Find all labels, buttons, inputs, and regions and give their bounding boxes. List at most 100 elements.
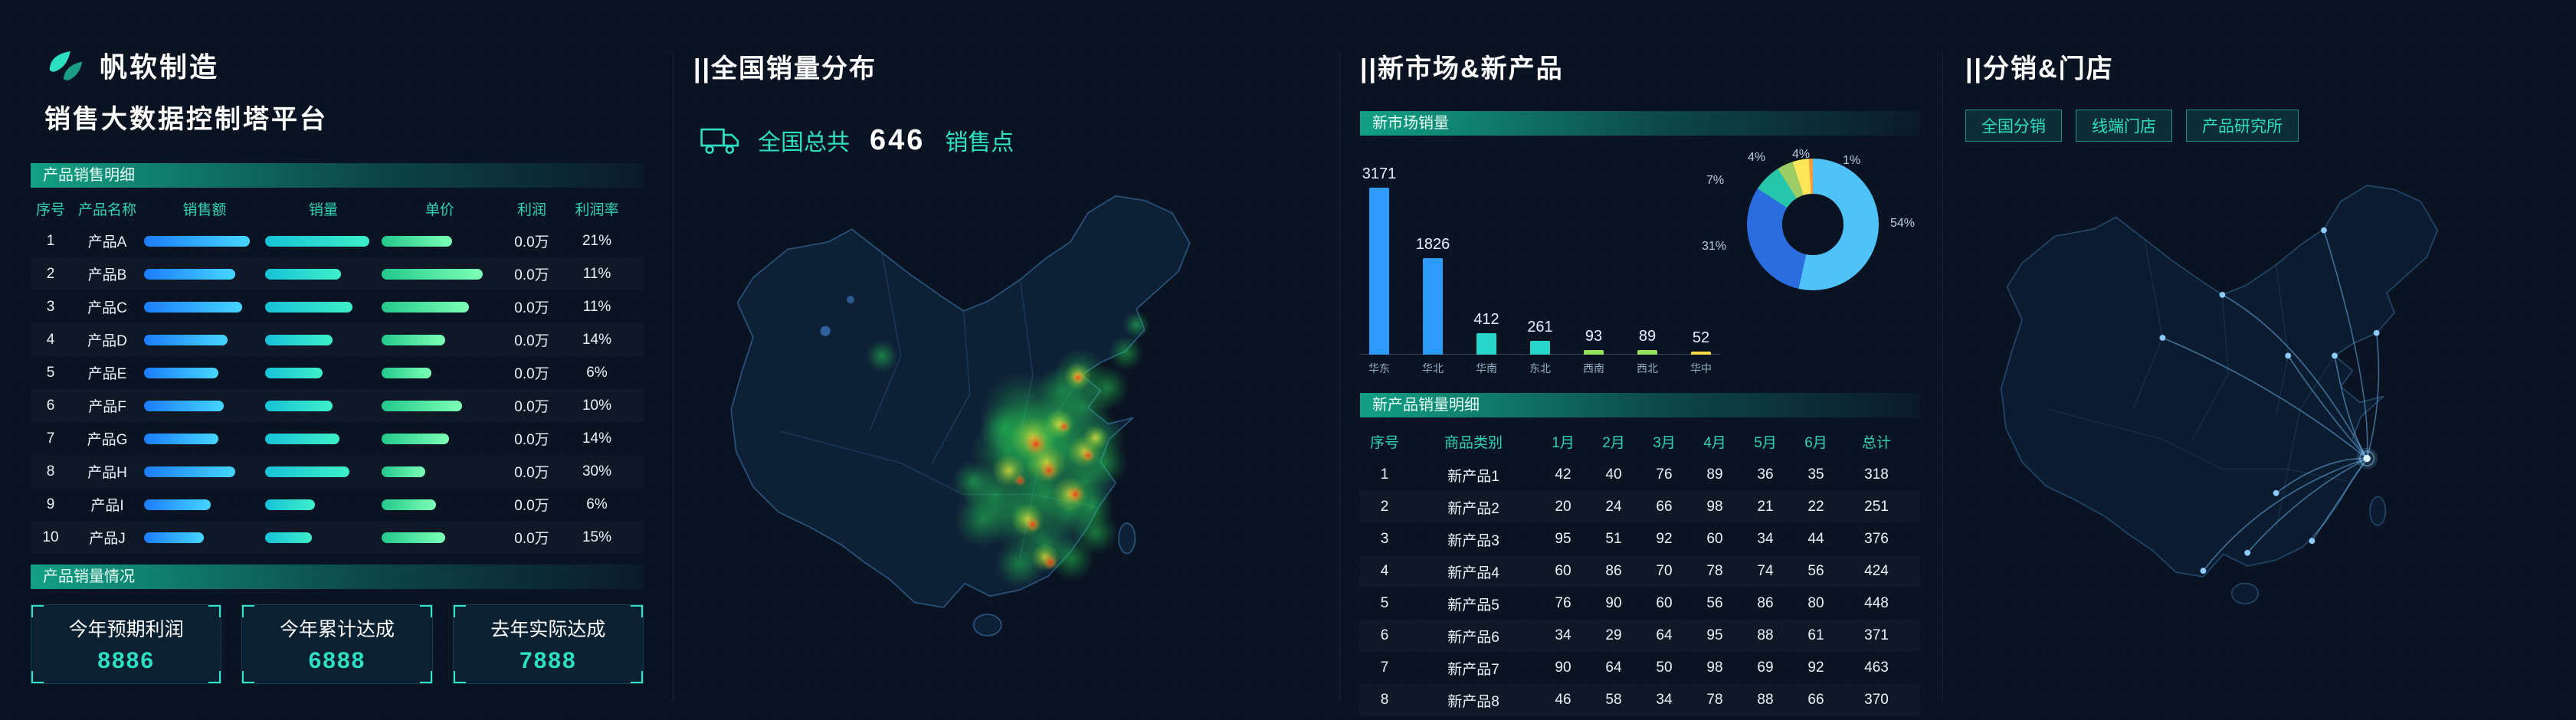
- stat-value: 646: [870, 123, 926, 156]
- profit-value: 0.0万: [514, 234, 549, 250]
- bar-group[interactable]: 3171 华东: [1362, 148, 1397, 378]
- product-name: 产品C: [87, 300, 127, 316]
- table-cell: 60: [1555, 563, 1571, 579]
- product-name: 产品I: [90, 498, 124, 514]
- row-index: 2: [46, 265, 55, 282]
- volume-bar-cell: [265, 532, 382, 543]
- sales-bar: [144, 367, 218, 378]
- leaf-logo-icon: [44, 44, 86, 86]
- table-row: 7 产品G 0.0万 14%: [31, 422, 644, 455]
- bar-group[interactable]: 1826 华北: [1416, 148, 1450, 378]
- price-bar: [382, 466, 426, 477]
- volume-bar: [265, 433, 339, 444]
- china-flowmap[interactable]: [1965, 159, 2563, 637]
- bar-value-label: 89: [1638, 328, 1657, 345]
- table-cell: 64: [1605, 659, 1622, 676]
- price-bar: [382, 532, 445, 543]
- market-donut-chart[interactable]: [1747, 159, 1879, 290]
- bar-group[interactable]: 52 华中: [1686, 148, 1716, 378]
- price-bar: [382, 400, 462, 411]
- pie-percent-label: 31%: [1702, 240, 1727, 253]
- truck-icon: [700, 123, 742, 157]
- table-cell: 60: [1656, 595, 1673, 611]
- bar[interactable]: [1476, 333, 1496, 355]
- col-header: 单价: [424, 201, 454, 218]
- panel-title: ||全国销量分布: [693, 54, 877, 83]
- bar-value-label: 261: [1527, 319, 1553, 335]
- bar[interactable]: [1423, 258, 1443, 355]
- sales-bar: [144, 400, 224, 411]
- table-cell: 34: [1656, 692, 1673, 708]
- table-cell: 76: [1555, 595, 1571, 611]
- market-bar-chart[interactable]: 3171 华东 1826 华北 412 华南 261 东北 93 西南 89 西北 52 华中: [1362, 148, 1723, 378]
- col-header: 产品名称: [77, 201, 136, 218]
- table-cell: 60: [1706, 531, 1723, 547]
- tab-1[interactable]: 全国分销: [1965, 110, 2062, 142]
- sales-bar: [144, 268, 236, 280]
- price-bar-cell: [382, 499, 498, 510]
- bar[interactable]: [1691, 352, 1711, 355]
- row-index: 8: [46, 463, 55, 479]
- bar[interactable]: [1530, 341, 1550, 355]
- bar-group[interactable]: 261 东北: [1526, 148, 1555, 378]
- table-row: 7 新产品7 90 64 50 98 69 92 463: [1360, 652, 1919, 684]
- bar-group[interactable]: 412 华南: [1472, 148, 1501, 378]
- section-header-newproduct: 新产品销量明细: [1360, 393, 1919, 417]
- heatmap-layer: [820, 296, 1151, 589]
- table-cell: 66: [1807, 692, 1824, 708]
- bar-category-label: 东北: [1529, 362, 1551, 375]
- table-cell: 36: [1757, 466, 1774, 483]
- table-row: 9 产品I 0.0万 6%: [31, 488, 644, 521]
- price-bar: [382, 367, 432, 378]
- panel-divider: [1942, 54, 1943, 702]
- bar-value-label: 52: [1692, 329, 1710, 346]
- distribution-panel: ||分销&门店 全国分销 线端门店 产品研究所: [1965, 0, 2563, 640]
- bar[interactable]: [1584, 350, 1604, 355]
- table-cell: 78: [1706, 692, 1723, 708]
- volume-bar: [265, 268, 342, 280]
- bar[interactable]: [1369, 188, 1389, 355]
- bar-group[interactable]: 93 西南: [1579, 148, 1608, 378]
- table-cell: 66: [1656, 499, 1673, 515]
- table-cell: 58: [1605, 692, 1622, 708]
- table-cell: 98: [1706, 659, 1723, 676]
- tab-3[interactable]: 产品研究所: [2186, 110, 2299, 142]
- table-cell: 5: [1380, 595, 1389, 611]
- bar-group[interactable]: 89 西北: [1633, 148, 1662, 378]
- row-index: 7: [46, 430, 55, 447]
- product-name: 产品F: [88, 399, 126, 415]
- table-cell: 51: [1605, 531, 1622, 547]
- table-row: 8 产品H 0.0万 30%: [31, 455, 644, 488]
- table-cell: 86: [1605, 563, 1622, 579]
- price-bar-cell: [382, 532, 498, 543]
- price-bar: [382, 301, 470, 313]
- brand: 帆软制造: [44, 44, 644, 86]
- table-cell: 4: [1380, 563, 1389, 579]
- table-cell: 424: [1864, 563, 1889, 579]
- table-cell: 50: [1656, 659, 1673, 676]
- table-cell: 90: [1605, 595, 1622, 611]
- price-bar: [382, 499, 436, 510]
- col-header: 6月: [1804, 434, 1827, 451]
- sales-bar: [144, 466, 236, 477]
- table-cell: 95: [1706, 627, 1723, 643]
- bar-value-label: 412: [1473, 311, 1499, 328]
- bar[interactable]: [1637, 350, 1657, 355]
- profit-value: 0.0万: [514, 333, 549, 349]
- china-heatmap[interactable]: [693, 168, 1322, 670]
- market-charts: 3171 华东 1826 华北 412 华南 261 东北 93 西南 89 西北 52 华中 54% 31…: [1360, 148, 1919, 378]
- col-header: 销售额: [182, 201, 227, 218]
- col-header: 总计: [1861, 434, 1891, 451]
- tab-2[interactable]: 线端门店: [2076, 110, 2172, 142]
- table-cell: 22: [1807, 499, 1824, 515]
- volume-bar-cell: [265, 268, 382, 280]
- table-cell: 新产品5: [1447, 597, 1499, 614]
- section-header-product-detail: 产品销售明细: [31, 163, 644, 188]
- table-row: 4 产品D 0.0万 14%: [31, 323, 644, 356]
- table-cell: 1: [1380, 466, 1389, 483]
- profit-rate: 14%: [582, 331, 612, 348]
- panel-title: ||新市场&新产品: [1360, 54, 1564, 83]
- distribution-tabs: 全国分销 线端门店 产品研究所: [1965, 110, 2563, 142]
- section-header-market-sales: 新市场销量: [1360, 111, 1919, 136]
- table-cell: 35: [1807, 466, 1824, 483]
